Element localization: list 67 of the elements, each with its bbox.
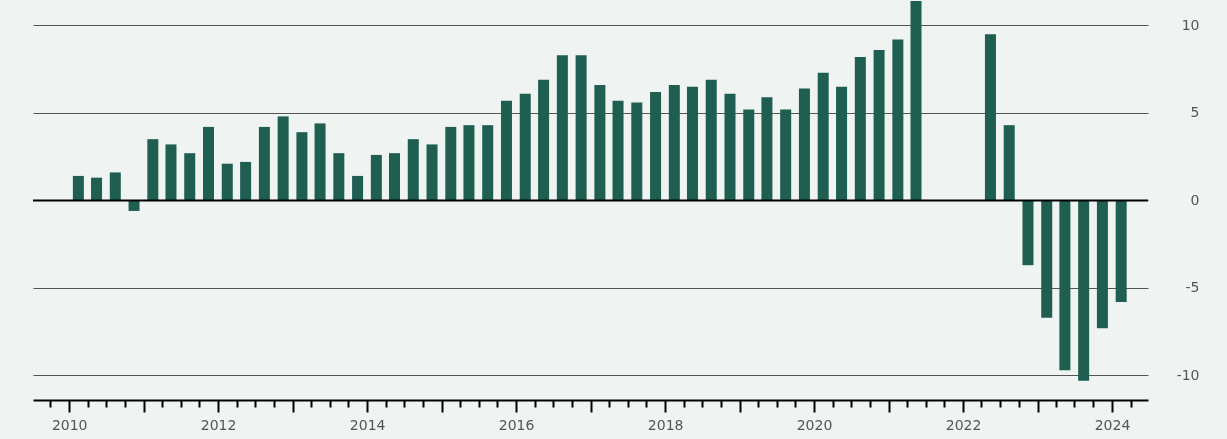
bar [538, 79, 550, 201]
x-tick-label: 2010 [51, 416, 88, 433]
bar [817, 72, 829, 201]
bar [72, 175, 84, 201]
bar [761, 97, 773, 201]
bar [892, 39, 904, 201]
bar [482, 125, 494, 201]
bar [109, 172, 121, 201]
bar [686, 86, 698, 201]
bar [445, 126, 457, 201]
bar [798, 88, 810, 201]
bar [556, 55, 568, 201]
bar [854, 56, 866, 201]
bar [240, 161, 252, 201]
bar [463, 125, 475, 201]
x-tick-label: 2020 [796, 416, 833, 433]
bar [203, 126, 214, 201]
bar [594, 84, 606, 201]
bar [631, 102, 643, 201]
bar [184, 153, 196, 201]
y-tick-label: 5 [1190, 104, 1200, 121]
bar [873, 49, 885, 201]
bar [724, 93, 736, 201]
bar [277, 116, 289, 201]
bar [333, 153, 345, 201]
bar [575, 55, 587, 201]
x-tick-label: 2014 [349, 416, 386, 433]
bar [258, 126, 270, 201]
bar [1022, 200, 1034, 266]
bar [650, 91, 662, 201]
bar [910, 0, 922, 201]
bar [668, 84, 680, 201]
bar [1078, 200, 1090, 381]
x-tick-label: 2018 [647, 416, 684, 433]
bar [128, 200, 140, 211]
bar [1041, 200, 1053, 318]
bar [314, 123, 326, 201]
bar [984, 34, 996, 201]
bar [500, 100, 512, 201]
x-tick-label: 2024 [1094, 416, 1131, 433]
x-tick-label: 2016 [498, 416, 535, 433]
bar [1003, 125, 1015, 201]
bar [519, 93, 531, 201]
bar [743, 109, 755, 201]
bar [296, 132, 308, 201]
y-tick-label: 10 [1181, 16, 1200, 33]
bar [91, 177, 103, 201]
y-tick-label: -5 [1185, 279, 1200, 296]
bar [165, 144, 177, 201]
bar [1096, 200, 1108, 329]
bar [352, 175, 364, 201]
y-tick-label: 0 [1190, 191, 1200, 208]
bar [389, 153, 400, 201]
x-tick-label: 2022 [945, 416, 982, 433]
bar [705, 79, 717, 201]
bar [1059, 200, 1071, 371]
bar [780, 109, 792, 201]
bar [147, 139, 159, 201]
bar [426, 144, 438, 201]
y-tick-label: -10 [1176, 366, 1200, 383]
bar [221, 163, 233, 201]
x-tick-label: 2012 [200, 416, 237, 433]
bar [370, 154, 382, 201]
bar [407, 139, 419, 201]
bar [612, 100, 624, 201]
bar [836, 86, 848, 201]
bar [1115, 200, 1127, 302]
